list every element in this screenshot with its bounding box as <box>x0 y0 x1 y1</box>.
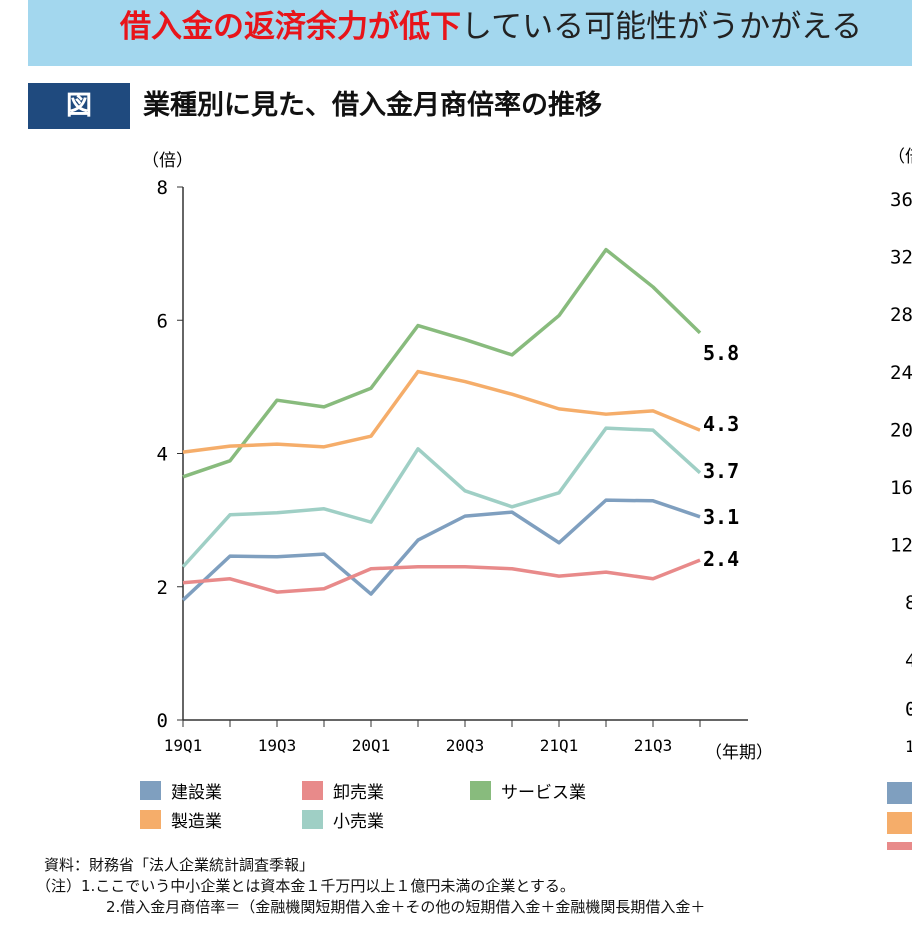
x-tick-label: 20Q1 <box>352 736 391 755</box>
note-2: 2.借入金月商倍率＝（金融機関短期借入金＋その他の短期借入金＋金融機関長期借入金… <box>106 898 706 916</box>
end-value-label: 4.3 <box>703 412 739 436</box>
legend-swatch <box>302 781 323 800</box>
end-value-label: 5.8 <box>703 341 739 365</box>
legend-swatch <box>470 781 491 800</box>
series-line-製造業 <box>182 369 701 454</box>
legend-swatch <box>140 781 161 800</box>
headline-highlight: 借入金の返済余力が低下 <box>120 9 461 45</box>
x-tick-label: 20Q3 <box>446 736 485 755</box>
legend-swatch <box>140 810 161 829</box>
chart2-legend-swatch <box>887 812 912 834</box>
legend-label: 製造業 <box>171 812 222 832</box>
chart2-y-tick-label: 16 <box>890 477 912 499</box>
headline-banner: 借入金の返済余力が低下 している可能性がうかがえる <box>28 0 912 66</box>
chart2-y-tick-label: 20 <box>890 419 912 441</box>
series-line-卸売業 <box>182 558 701 594</box>
chart2-y-tick-label: 12 <box>890 535 912 557</box>
chart2-y-tick-label: 8 <box>905 592 912 614</box>
x-tick-label: 21Q1 <box>540 736 579 755</box>
y-tick-label: 8 <box>157 177 168 199</box>
series-line-建設業 <box>181 498 701 602</box>
chart2-y-tick-label: 32 <box>890 247 912 269</box>
chart2-y-axis-label: （倍 <box>888 147 912 167</box>
y-axis-label: （倍） <box>142 151 193 171</box>
series-line-小売業 <box>181 426 702 568</box>
legend-label: 建設業 <box>171 783 222 803</box>
x-tick-label: 19Q1 <box>164 736 203 755</box>
source-note: 資料：財務省「法人企業統計調査季報」 <box>44 856 315 874</box>
chart2-y-tick-label: 28 <box>890 304 912 326</box>
chart2-y-tick-label: 24 <box>890 362 912 384</box>
end-value-label: 3.1 <box>703 505 739 529</box>
end-value-label: 3.7 <box>703 459 739 483</box>
chart2-x-tick-label: 1 <box>905 737 912 756</box>
x-tick-label: 19Q3 <box>258 736 297 755</box>
legend-label: 卸売業 <box>333 783 384 803</box>
x-axis-label: （年期） <box>705 743 773 763</box>
note-1: （注）1.ここでいう中小企業とは資本金１千万円以上１億円未満の企業とする。 <box>36 877 575 895</box>
figure-title: 業種別に見た、借入金月商倍率の推移 <box>143 90 602 121</box>
headline-rest: している可能性がうかがえる <box>461 9 863 45</box>
legend-label: 小売業 <box>333 812 384 832</box>
y-tick-label: 0 <box>157 710 168 732</box>
chart2-y-tick-label: 0 <box>905 698 912 720</box>
end-value-label: 2.4 <box>703 547 739 571</box>
series-line-サービス業 <box>182 247 702 479</box>
y-tick-label: 2 <box>157 577 168 599</box>
legend-label: サービス業 <box>501 783 586 803</box>
chart2-legend-swatch <box>887 842 912 850</box>
chart2-y-tick-label: 4 <box>905 650 912 672</box>
chart2-legend-swatch <box>887 782 912 804</box>
chart2-y-tick-label: 36 <box>890 189 912 211</box>
notes: 資料：財務省「法人企業統計調査季報」 （注）1.ここでいう中小企業とは資本金１千… <box>36 855 706 918</box>
y-tick-label: 4 <box>157 444 168 466</box>
y-tick-label: 6 <box>157 310 168 332</box>
figure-label: 図 <box>28 83 130 129</box>
x-tick-label: 21Q3 <box>634 736 673 755</box>
legend-swatch <box>302 810 323 829</box>
